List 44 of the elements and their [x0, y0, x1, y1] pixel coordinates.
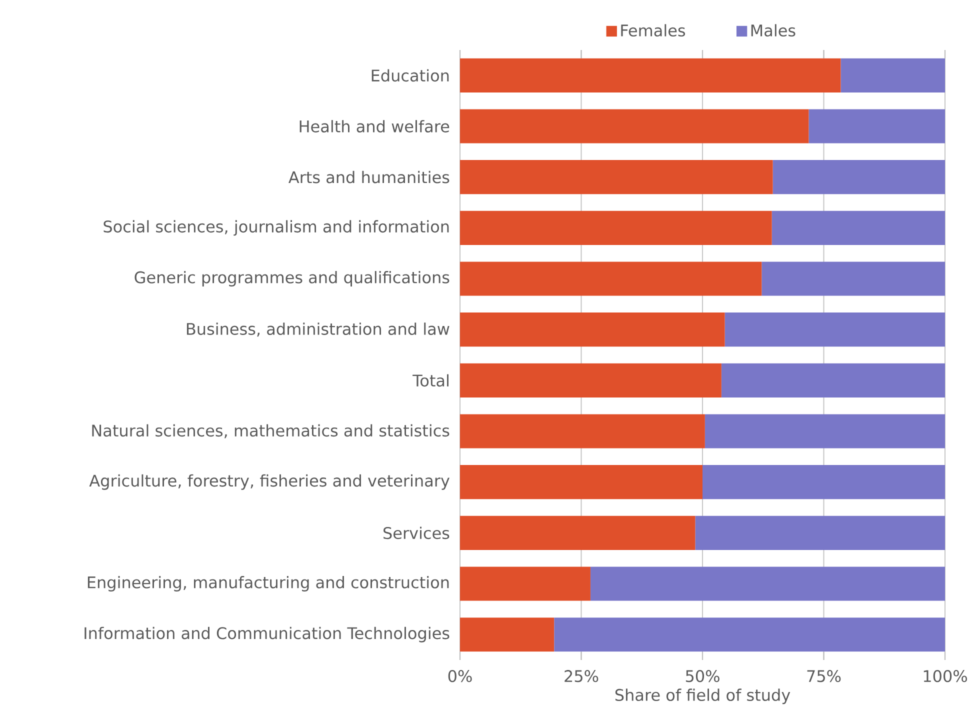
y-tick-label: Agriculture, forestry, fisheries and veterinary	[89, 474, 450, 490]
x-axis-title: Share of field of study	[615, 688, 790, 704]
bar	[460, 465, 703, 500]
bar	[460, 566, 590, 601]
y-tick-label: Natural sciences, mathematics and statistics	[92, 424, 450, 438]
y-tick-label: Services	[384, 526, 450, 540]
y-tick-label: Information and Communication Technologies	[84, 626, 450, 642]
bar	[554, 618, 945, 652]
legend-label: Males	[751, 24, 796, 37]
x-tick-label: 100%	[924, 670, 967, 682]
bar	[695, 516, 945, 550]
bar	[460, 58, 841, 92]
bar	[460, 210, 772, 245]
y-tick-label: Engineering, manufacturing and construction	[88, 576, 449, 592]
legend-label: Females	[621, 24, 686, 37]
y-tick-label: Arts and humanities	[288, 170, 450, 184]
y-tick-label: Health and welfare	[300, 120, 450, 132]
bar	[840, 58, 945, 92]
bar	[460, 109, 809, 144]
y-tick-label: Generic programmes and qualifications	[134, 271, 450, 286]
x-tick-label: 75%	[807, 670, 841, 682]
bar	[460, 414, 705, 448]
y-tick-label: Total	[412, 374, 448, 387]
bar	[460, 160, 773, 194]
bar	[724, 312, 945, 347]
x-tick-label: 50%	[686, 670, 720, 682]
x-tick-label: 25%	[564, 670, 598, 682]
x-tick-label: 0%	[448, 670, 472, 682]
bar	[704, 414, 945, 448]
bar	[772, 210, 945, 245]
bar	[808, 109, 945, 144]
bar	[772, 160, 945, 194]
bar	[702, 465, 945, 500]
bar	[721, 363, 945, 398]
y-tick-label: Education	[372, 69, 449, 82]
bar	[460, 262, 762, 296]
y-tick-label: Social sciences, journalism and information	[104, 220, 449, 236]
bar	[460, 516, 696, 550]
bar	[590, 566, 945, 601]
bar	[762, 262, 945, 296]
y-tick-label: Business, administration and law	[186, 322, 450, 337]
bar	[460, 363, 722, 398]
bar	[460, 618, 554, 652]
bar	[460, 312, 725, 347]
